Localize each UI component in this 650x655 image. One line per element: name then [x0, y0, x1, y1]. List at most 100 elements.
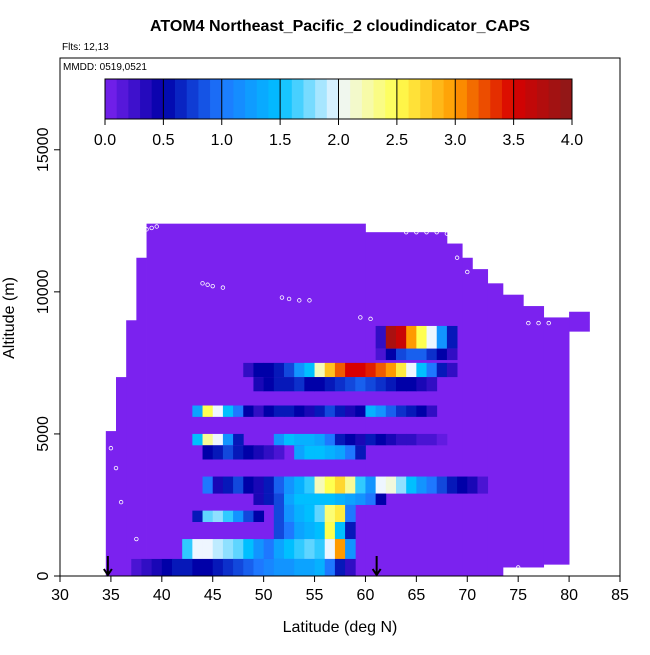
heat-cell	[334, 522, 346, 540]
colorbar-cell	[151, 79, 164, 119]
x-tick-label: 75	[509, 587, 527, 604]
heat-cell	[222, 445, 234, 460]
heat-cell	[334, 493, 346, 505]
heat-cell	[467, 476, 478, 494]
heat-cell	[304, 445, 315, 460]
cloud-point	[424, 229, 429, 235]
heat-cell	[375, 348, 387, 361]
heat-cell	[243, 476, 254, 494]
heat-cell	[253, 405, 265, 417]
heat-cell	[222, 539, 234, 559]
heat-cell	[273, 405, 285, 417]
heat-cell	[365, 433, 377, 446]
x-tick-label: 65	[407, 587, 425, 604]
heat-cell	[273, 433, 285, 446]
heat-cell	[355, 405, 366, 417]
heat-cell	[294, 539, 305, 559]
heat-cell	[345, 377, 356, 392]
plot-frame	[59, 57, 621, 577]
heat-cell	[263, 558, 275, 576]
heat-cell	[284, 539, 295, 559]
heat-cell	[253, 476, 265, 494]
heat-cell	[284, 377, 295, 392]
heat-cell	[375, 476, 387, 494]
heat-cell	[385, 433, 397, 446]
colorbar-cell	[105, 79, 118, 119]
y-tick-label: 5000	[35, 416, 52, 452]
colorbar-tick-label: 1.5	[269, 132, 291, 149]
heat-cell	[192, 558, 203, 576]
heat-cell	[324, 445, 336, 460]
heat-cell	[253, 493, 265, 505]
cloud-point	[434, 229, 439, 235]
heat-cell	[314, 377, 326, 392]
cloud-point	[149, 225, 154, 231]
heat-cell	[202, 510, 214, 523]
cloud-point	[403, 229, 409, 235]
heat-cell	[334, 362, 346, 378]
x-tick-label: 50	[255, 587, 273, 604]
heat-cell	[426, 433, 438, 446]
heat-cell	[192, 405, 203, 417]
heat-cell	[396, 377, 407, 392]
heat-cell	[273, 522, 285, 540]
heat-cell	[212, 476, 224, 494]
colorbar-cell	[350, 79, 363, 119]
heat-cell	[416, 362, 427, 378]
colorbar-cell	[128, 79, 141, 119]
heat-cell	[273, 445, 285, 460]
heat-cell	[182, 558, 193, 576]
heat-cell	[345, 362, 356, 378]
y-tick-label: 10000	[35, 270, 52, 315]
heat-cell	[365, 232, 448, 576]
heat-cell	[284, 405, 295, 417]
heat-cell	[345, 445, 356, 460]
heat-cell	[385, 325, 397, 349]
heat-cell	[233, 558, 244, 576]
heat-cell	[136, 257, 147, 576]
heat-cell	[131, 558, 142, 576]
x-tick-label: 70	[458, 587, 476, 604]
heat-cell	[406, 362, 417, 378]
cloud-point	[454, 255, 460, 260]
colorbar-tick-label: 0.5	[152, 132, 174, 149]
heat-cell	[294, 476, 305, 494]
heat-cell	[365, 377, 377, 392]
heat-cell	[284, 476, 295, 494]
heat-cell	[436, 362, 448, 378]
colorbar-cell	[163, 79, 176, 119]
heat-cell	[314, 405, 326, 417]
heat-cell	[314, 558, 326, 576]
x-tick-label: 35	[102, 587, 120, 604]
heat-cell	[375, 493, 387, 505]
heat-cell	[263, 493, 275, 505]
colorbar-cell	[361, 79, 374, 119]
cloud-point	[465, 269, 470, 275]
cloud-point	[144, 227, 149, 232]
heat-cell	[243, 510, 254, 523]
heat-cell	[222, 476, 234, 494]
heat-cell	[284, 493, 295, 505]
heat-cell	[462, 257, 473, 576]
heat-cell	[263, 362, 275, 378]
heat-cell	[375, 433, 387, 446]
heat-cell	[273, 493, 285, 505]
heat-cell	[365, 493, 377, 505]
colorbar-cell	[338, 79, 351, 119]
colorbar-cell	[396, 79, 409, 119]
heat-cell	[202, 405, 214, 417]
heat-cell	[294, 362, 305, 378]
cloud-point	[444, 231, 450, 236]
heat-cell	[202, 476, 214, 494]
colorbar-tick-label: 3.0	[444, 132, 466, 149]
colorbar-cell	[268, 79, 281, 119]
cloud-point	[200, 281, 205, 286]
colorbar-tick-label: 2.0	[327, 132, 349, 149]
cloud-point	[220, 285, 226, 290]
heat-cell	[355, 362, 366, 378]
heat-cell	[365, 405, 377, 417]
heat-cell	[105, 431, 117, 576]
heat-cell	[543, 317, 570, 565]
heat-cell	[263, 445, 275, 460]
